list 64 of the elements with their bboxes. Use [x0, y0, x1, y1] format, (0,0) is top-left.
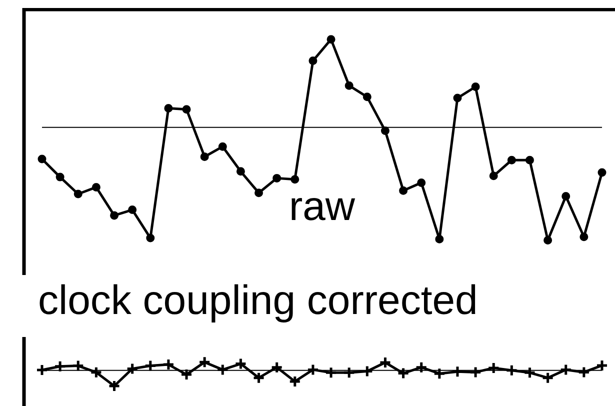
- point: [272, 174, 282, 182]
- point: [92, 182, 100, 192]
- point: [252, 372, 266, 384]
- point: [435, 234, 444, 244]
- point: [200, 152, 209, 161]
- point: [108, 380, 121, 392]
- point: [128, 206, 137, 214]
- point: [525, 156, 534, 164]
- point: [146, 234, 155, 242]
- point: [523, 366, 536, 379]
- point: [397, 367, 410, 380]
- point: [378, 356, 392, 369]
- point: [562, 192, 570, 200]
- point: [38, 154, 46, 164]
- point: [54, 360, 66, 373]
- point: [234, 358, 247, 370]
- point: [180, 368, 193, 381]
- point: [126, 362, 139, 376]
- point: [90, 366, 102, 379]
- point: [182, 105, 191, 114]
- point: [433, 367, 446, 380]
- point: [342, 366, 356, 379]
- point: [198, 356, 211, 368]
- point: [216, 363, 229, 376]
- point: [290, 175, 300, 184]
- point: [399, 186, 408, 195]
- point: [324, 366, 338, 379]
- point: [489, 172, 498, 180]
- point: [254, 188, 264, 198]
- point: [288, 375, 302, 388]
- point: [596, 359, 608, 372]
- point: [469, 366, 482, 378]
- point: [380, 126, 390, 136]
- point: [162, 358, 175, 371]
- point: [270, 361, 284, 374]
- point: [164, 104, 173, 112]
- point: [542, 372, 554, 384]
- point: [144, 360, 157, 372]
- point: [36, 364, 48, 376]
- point: [507, 156, 516, 164]
- point: [415, 361, 428, 374]
- point: [362, 92, 372, 102]
- point: [505, 364, 518, 377]
- point: [110, 211, 119, 220]
- point: [417, 178, 426, 187]
- point: [306, 363, 320, 376]
- point: [544, 236, 552, 245]
- point: [580, 232, 588, 242]
- point: [218, 142, 227, 151]
- point: [487, 362, 500, 374]
- point: [344, 81, 354, 90]
- point: [578, 366, 590, 378]
- point: [74, 190, 82, 198]
- chart-title: clock coupling corrected: [38, 276, 478, 324]
- annotation: raw: [288, 182, 356, 229]
- point: [560, 363, 572, 376]
- point: [308, 56, 318, 66]
- point: [326, 35, 336, 44]
- point: [453, 94, 462, 102]
- point: [72, 360, 84, 372]
- point: [471, 82, 480, 91]
- point: [598, 168, 606, 177]
- point: [56, 172, 64, 182]
- point: [236, 167, 245, 176]
